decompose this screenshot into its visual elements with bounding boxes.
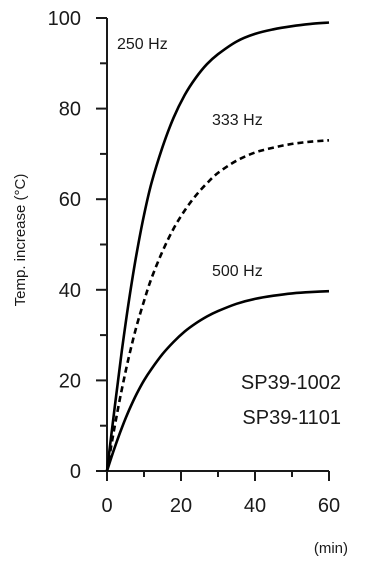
- plot-area: 250 Hz 333 Hz 500 Hz: [105, 21, 330, 472]
- x-tick-label: 60: [318, 495, 340, 517]
- y-tick-label: 100: [48, 8, 81, 30]
- x-tick-label: 0: [101, 495, 112, 517]
- series-line-1: [105, 139, 330, 472]
- y-tick-label: 0: [70, 461, 81, 483]
- axes: 0 20 40 60 80 100 0 20 40 60: [48, 8, 341, 517]
- y-tick-label: 20: [59, 370, 81, 392]
- y-tick-label: 40: [59, 280, 81, 302]
- annotation-line-2: SP39-1101: [242, 407, 341, 429]
- series-line-0: [105, 21, 330, 472]
- series-label-0: 250 Hz: [117, 36, 168, 53]
- y-tick-label: 80: [59, 99, 81, 121]
- y-axis-title: Temp. increase (°C): [12, 174, 29, 307]
- x-axis-title: (min): [314, 540, 348, 557]
- series-label-2: 500 Hz: [212, 263, 263, 280]
- series-line-2: [105, 289, 330, 472]
- x-tick-label: 20: [170, 495, 192, 517]
- y-tick-label: 60: [59, 189, 81, 211]
- annotation-line-1: SP39-1002: [241, 372, 341, 394]
- series-label-1: 333 Hz: [212, 112, 263, 129]
- x-tick-label: 40: [244, 495, 266, 517]
